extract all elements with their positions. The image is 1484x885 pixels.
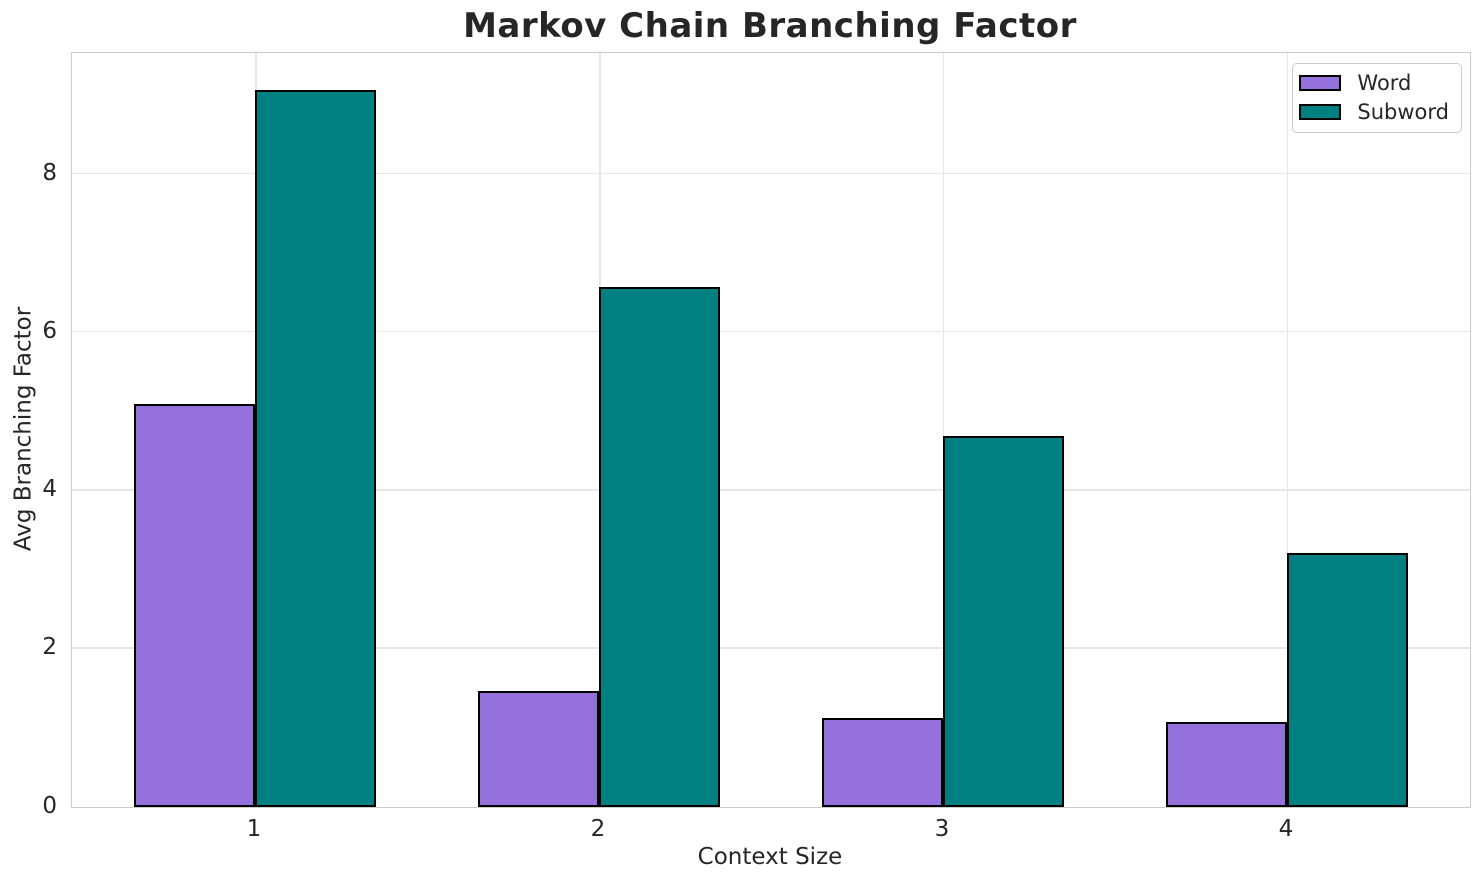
bar-word-4 — [1165, 722, 1287, 807]
legend-swatch-subword — [1299, 104, 1342, 120]
gridline-horizontal — [72, 489, 1470, 491]
legend: Word Subword — [1292, 63, 1462, 133]
bar-subword-1 — [255, 90, 377, 807]
legend-swatch-word — [1299, 75, 1342, 91]
legend-label: Subword — [1357, 100, 1449, 124]
gridline-horizontal — [72, 172, 1470, 175]
y-tick-label: 6 — [42, 317, 57, 344]
bar-subword-2 — [599, 287, 721, 807]
x-tick-label: 1 — [246, 816, 262, 842]
bar-subword-4 — [1286, 553, 1409, 807]
x-tick-label: 2 — [590, 816, 606, 842]
legend-item: Word — [1299, 71, 1449, 95]
x-tick-label: 4 — [1278, 816, 1294, 842]
y-tick-label: 2 — [42, 634, 57, 661]
y-tick-label: 8 — [42, 159, 57, 186]
bar-word-1 — [133, 404, 255, 807]
y-tick-label: 0 — [42, 792, 57, 819]
x-tick-label: 3 — [934, 816, 950, 842]
gridline-horizontal — [72, 330, 1470, 333]
legend-item: Subword — [1299, 100, 1449, 124]
bar-word-2 — [477, 690, 599, 807]
bar-word-3 — [821, 717, 943, 807]
bar-subword-3 — [942, 435, 1065, 807]
x-axis-title: Context Size — [697, 844, 843, 870]
gridline-vertical — [942, 53, 945, 807]
chart-title: Markov Chain Branching Factor — [463, 6, 1077, 46]
plot-area: Word Subword — [71, 52, 1471, 808]
y-tick-label: 4 — [42, 476, 57, 503]
gridline-horizontal — [72, 647, 1470, 649]
legend-label: Word — [1357, 71, 1412, 95]
gridline-vertical — [1286, 53, 1289, 807]
